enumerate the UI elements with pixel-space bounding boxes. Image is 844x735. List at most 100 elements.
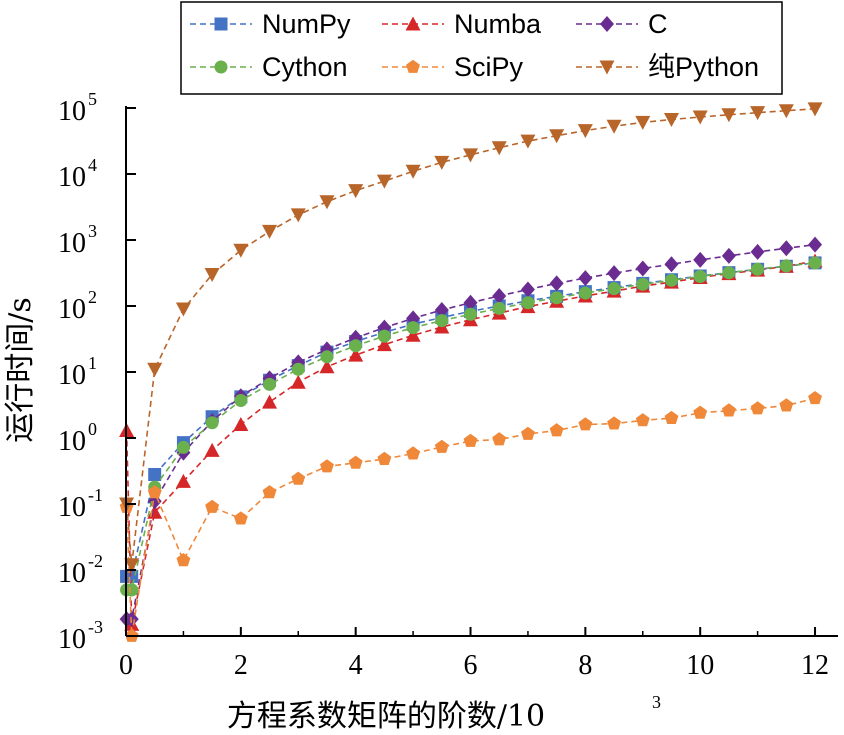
x-tick-label: 4 (349, 650, 363, 681)
data-point (434, 155, 450, 170)
series-line (125, 397, 816, 637)
legend-item-5: 纯Python (576, 52, 759, 82)
data-point (205, 499, 220, 513)
data-point (664, 410, 679, 425)
legend-item-3: Cython (190, 52, 348, 82)
y-tick-label: 10 (58, 360, 86, 391)
y-tick-label: 10 (58, 96, 86, 127)
data-point (549, 275, 564, 292)
legend-item-1: Numba (382, 9, 542, 39)
x-tick-label: 10 (686, 650, 714, 681)
x-tick-label: 2 (234, 650, 248, 681)
data-point (750, 243, 765, 260)
data-point (463, 148, 479, 163)
data-point (692, 110, 708, 125)
y-tick-exponent: -1 (88, 485, 103, 505)
x-tick-label: 0 (119, 650, 133, 681)
y-tick-label: 10 (58, 294, 86, 325)
data-point (607, 282, 621, 296)
data-point (578, 417, 593, 431)
data-point (376, 337, 392, 352)
data-point (751, 262, 765, 276)
data-point (291, 471, 306, 485)
data-point (578, 286, 592, 300)
series-3 (120, 256, 822, 597)
data-point (635, 413, 650, 427)
data-point (377, 329, 391, 343)
y-tick-label: 10 (58, 558, 86, 589)
data-point (463, 294, 478, 311)
legend-label: Cython (262, 52, 348, 82)
data-point (349, 339, 363, 353)
data-point (262, 485, 277, 499)
data-point (808, 236, 823, 253)
data-point (405, 164, 421, 179)
data-point (578, 270, 593, 287)
y-tick-exponent: 5 (88, 89, 97, 109)
x-tick-label: 8 (578, 650, 592, 681)
data-point (348, 455, 363, 469)
y-tick-label: 10 (58, 162, 86, 193)
data-point (176, 440, 190, 454)
data-point (577, 124, 593, 139)
data-point (147, 362, 163, 377)
legend-marker (405, 16, 421, 31)
y-tick-label: 10 (58, 492, 86, 523)
data-point (320, 350, 334, 364)
data-point (234, 393, 248, 407)
data-point (175, 302, 191, 317)
data-point (779, 259, 793, 273)
legend-label: SciPy (454, 52, 524, 82)
y-tick-exponent: 4 (88, 155, 97, 175)
data-point (262, 224, 278, 239)
x-axis-title: 方程系数矩阵的阶数/10 (227, 699, 545, 734)
data-point (233, 417, 249, 432)
y-tick-exponent: 3 (88, 221, 97, 241)
y-axis-title: 运行时间/s (3, 297, 38, 443)
data-point (147, 485, 162, 499)
data-point (636, 277, 650, 291)
x-tick-label: 12 (801, 650, 829, 681)
data-point (463, 433, 478, 447)
data-point (204, 268, 220, 283)
series-5 (119, 102, 823, 573)
legend-label: Numba (454, 9, 542, 39)
data-point (807, 102, 823, 117)
data-point (722, 266, 736, 280)
data-point (606, 119, 622, 134)
y-tick-exponent: 1 (88, 353, 97, 373)
legend-item-2: C (576, 9, 668, 39)
data-point (549, 129, 565, 144)
data-point (663, 112, 679, 127)
data-point (290, 208, 306, 223)
data-point (693, 405, 708, 419)
legend: NumPy Numba C Cython SciPy 纯Python (180, 1, 783, 95)
data-point (778, 104, 794, 119)
data-point (233, 243, 249, 258)
data-point (435, 314, 449, 328)
data-point (635, 260, 650, 277)
data-point (124, 558, 140, 573)
y-tick-label: 10 (58, 228, 86, 259)
data-point (550, 291, 564, 305)
series-4 (119, 390, 822, 642)
data-point (520, 281, 535, 298)
legend-box (180, 1, 783, 95)
y-tick-label: 10 (58, 624, 86, 655)
y-tick-exponent: -2 (88, 551, 103, 571)
legend-label: C (648, 9, 668, 39)
data-point (607, 265, 622, 282)
legend-marker (214, 60, 228, 74)
data-point (263, 377, 277, 391)
legend-marker (214, 17, 228, 31)
data-point (492, 432, 507, 446)
data-point (779, 398, 794, 412)
data-point (492, 287, 507, 304)
series-line (125, 108, 816, 565)
data-point (607, 416, 622, 430)
data-point (808, 390, 822, 405)
data-point (175, 473, 191, 488)
series-layer (119, 102, 823, 642)
data-point (319, 359, 335, 374)
